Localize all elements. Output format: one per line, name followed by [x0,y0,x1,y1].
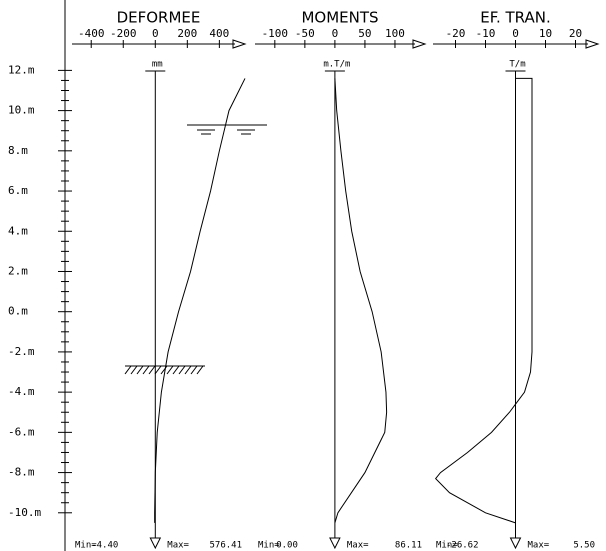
ground-hatch [148,365,156,375]
x-tick-label: 10 [539,27,552,40]
ground-level [124,365,205,375]
profile-line [334,78,388,523]
min-value: -26.62 [446,541,479,551]
base-arrow [149,537,162,550]
y-tick-label: 10.m [8,104,35,117]
ground-hatch [130,365,138,375]
x-tick-label: 50 [358,27,371,40]
y-tick-label: -10.m [8,506,41,519]
y-tick-label: -2.m [8,345,35,358]
y-tick-label: 0.m [8,305,28,318]
profile-line [434,77,533,524]
y-tick-label: 12.m [8,63,35,76]
x-tick-label: -20 [446,27,466,40]
ground-hatch [166,365,174,375]
axis-arrow [585,39,600,49]
y-tick-label: 6.m [8,184,28,197]
panel-title: MOMENTS [301,9,378,27]
x-tick-label: -100 [262,27,289,40]
min-value: 0.00 [276,541,298,551]
x-tick-label: 0 [512,27,519,40]
y-tick-label: -4.m [8,385,35,398]
max-value: 5.50 [573,541,595,551]
max-label: Max= [528,541,550,551]
y-tick-label: -8.m [8,466,35,479]
ground-hatch [124,365,132,375]
profile-line [154,78,246,523]
x-tick-label: 20 [569,27,582,40]
x-tick-label: 400 [209,27,229,40]
x-axis-label: m.T/m [323,60,350,70]
water-table [187,124,267,135]
x-axis-label: T/m [509,60,525,70]
y-tick-label: -6.m [8,425,35,438]
x-tick-label: -10 [476,27,496,40]
max-label: Max= [347,541,369,551]
x-tick-label: 100 [385,27,405,40]
ground-hatch [178,365,186,375]
ground-hatch [172,365,180,375]
x-tick-label: -400 [78,27,105,40]
x-tick-label: -50 [295,27,315,40]
ground-hatch [136,365,144,375]
y-tick-label: 4.m [8,224,28,237]
axis-arrow [232,39,247,49]
x-axis-label: mm [152,60,163,70]
min-label: Min= [75,541,97,551]
base-arrow [329,537,341,550]
min-label: Min= [436,541,458,551]
ground-hatch [190,365,198,375]
ground-hatch [196,365,204,375]
y-tick-label: 2.m [8,264,28,277]
min-value: -4.40 [91,541,118,551]
axis-arrow [412,39,427,49]
max-value: 86.11 [395,541,422,551]
x-tick-label: 200 [177,27,197,40]
y-tick-label: 8.m [8,144,28,157]
max-label: Max= [167,541,189,551]
ground-hatch [160,365,168,375]
x-tick-label: -200 [110,27,137,40]
base-arrow [509,537,522,550]
panel-title: DEFORMEE [117,9,201,27]
min-label: Min= [258,541,280,551]
max-value: 576.41 [209,541,242,551]
panel-title: EF. TRAN. [480,9,550,27]
x-tick-label: 0 [152,27,159,40]
ground-hatch [154,365,162,375]
ground-hatch [184,365,192,375]
x-tick-label: 0 [332,27,339,40]
ground-hatch [142,365,150,375]
